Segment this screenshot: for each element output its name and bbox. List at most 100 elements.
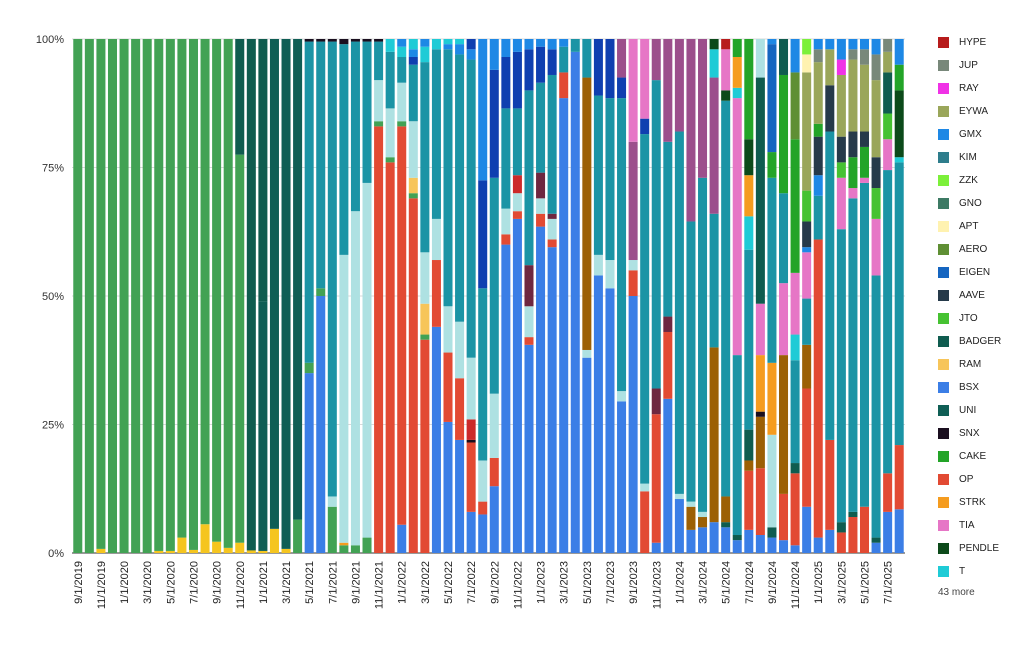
bar-segment[interactable] [443,44,453,50]
bar-segment[interactable] [501,108,511,209]
bar-stack[interactable] [859,39,870,553]
bar-segment[interactable] [593,39,603,96]
bar-segment[interactable] [640,134,650,484]
bar-segment[interactable] [559,98,569,554]
bar-stack[interactable] [813,39,823,553]
bar-stack[interactable] [628,39,638,553]
bar-segment[interactable] [397,121,407,127]
bar-segment[interactable] [455,39,465,45]
legend-item[interactable]: STRK [938,491,1033,514]
bar-segment[interactable] [420,39,430,47]
bar-stack[interactable] [107,39,117,553]
legend-item[interactable]: AERO [938,238,1033,261]
bar-segment[interactable] [536,82,546,173]
bar-segment[interactable] [732,87,742,99]
bar-segment[interactable] [316,296,326,553]
bar-segment[interactable] [674,499,684,553]
bar-segment[interactable] [200,39,210,525]
bar-segment[interactable] [397,39,407,47]
bar-segment[interactable] [651,80,661,389]
bar-segment[interactable] [871,80,881,158]
bar-segment[interactable] [732,540,742,553]
bar-stack[interactable] [212,39,222,553]
legend-item[interactable]: BADGER [938,330,1033,353]
bar-segment[interactable] [547,218,557,240]
bar-stack[interactable] [709,39,719,553]
bar-segment[interactable] [107,39,117,553]
bar-stack[interactable] [640,39,650,553]
bar-segment[interactable] [96,548,106,553]
bar-segment[interactable] [617,401,627,553]
bar-segment[interactable] [466,59,476,358]
bar-segment[interactable] [582,349,592,358]
bar-segment[interactable] [813,175,823,196]
bar-segment[interactable] [802,298,812,345]
bar-segment[interactable] [385,39,395,52]
bar-segment[interactable] [397,126,407,525]
bar-segment[interactable] [825,85,835,132]
bar-segment[interactable] [721,39,731,50]
legend-item[interactable]: SNX [938,422,1033,445]
bar-segment[interactable] [524,39,534,50]
bar-segment[interactable] [501,56,511,109]
bar-segment[interactable] [605,98,615,261]
bar-segment[interactable] [836,177,846,230]
bar-segment[interactable] [617,98,627,392]
bar-segment[interactable] [142,39,152,553]
legend-item[interactable]: JTO [938,307,1033,330]
bar-segment[interactable] [84,39,94,553]
bar-segment[interactable] [269,39,279,529]
bar-segment[interactable] [524,49,534,91]
bar-segment[interactable] [871,188,881,219]
legend-item[interactable]: TIA [938,514,1033,537]
bar-stack[interactable] [651,39,661,553]
bar-stack[interactable] [836,39,846,553]
bar-segment[interactable] [570,39,580,52]
bar-segment[interactable] [744,249,754,430]
bar-segment[interactable] [883,39,893,52]
bar-segment[interactable] [663,39,673,142]
bar-segment[interactable] [431,49,441,219]
bar-segment[interactable] [883,511,893,553]
bar-segment[interactable] [663,316,673,332]
bar-stack[interactable] [339,39,349,553]
bar-segment[interactable] [501,208,511,235]
bar-segment[interactable] [871,39,881,55]
bar-segment[interactable] [258,301,268,551]
bar-segment[interactable] [489,486,499,553]
bar-segment[interactable] [547,74,557,214]
bar-segment[interactable] [165,550,175,553]
bar-segment[interactable] [663,141,673,317]
bar-segment[interactable] [200,524,210,553]
bar-segment[interactable] [455,378,465,440]
bar-segment[interactable] [744,139,754,176]
legend-item[interactable]: AAVE [938,284,1033,307]
bar-segment[interactable] [570,51,580,553]
bar-segment[interactable] [177,39,187,538]
bar-segment[interactable] [443,421,453,553]
bar-segment[interactable] [802,252,812,299]
bar-segment[interactable] [836,39,846,60]
bar-segment[interactable] [478,514,488,553]
bar-segment[interactable] [362,537,372,553]
bar-segment[interactable] [512,51,522,109]
bar-stack[interactable] [455,39,465,553]
bar-segment[interactable] [385,157,395,163]
bar-segment[interactable] [512,193,522,212]
bar-segment[interactable] [651,388,661,415]
bar-segment[interactable] [223,547,233,553]
bar-segment[interactable] [582,357,592,553]
bar-stack[interactable] [501,39,511,553]
bar-segment[interactable] [466,419,476,440]
bar-segment[interactable] [374,126,384,553]
bar-segment[interactable] [709,522,719,553]
bar-segment[interactable] [779,193,789,284]
bar-segment[interactable] [605,39,615,99]
bar-segment[interactable] [350,211,360,546]
bar-segment[interactable] [802,221,812,248]
bar-segment[interactable] [501,234,511,245]
bar-segment[interactable] [397,56,407,83]
legend-item[interactable]: EYWA [938,100,1033,123]
bar-stack[interactable] [894,39,904,553]
bar-segment[interactable] [281,39,291,549]
